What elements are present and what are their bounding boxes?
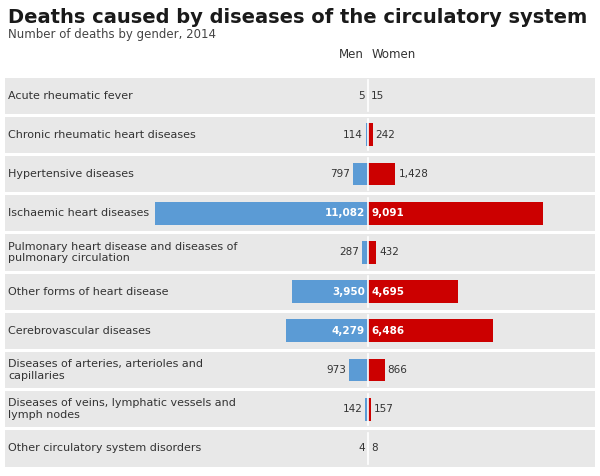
Bar bbox=[5, 430, 595, 466]
Bar bbox=[368, 241, 376, 264]
Text: 973: 973 bbox=[326, 365, 346, 375]
Bar bbox=[5, 78, 595, 114]
Bar bbox=[5, 313, 595, 349]
Text: Diseases of veins, lymphatic vessels and
lymph nodes: Diseases of veins, lymphatic vessels and… bbox=[8, 398, 236, 420]
Bar bbox=[5, 274, 595, 310]
Bar bbox=[286, 319, 368, 342]
Text: Cerebrovascular diseases: Cerebrovascular diseases bbox=[8, 326, 151, 336]
Bar bbox=[5, 391, 595, 427]
Text: 6,486: 6,486 bbox=[371, 326, 404, 336]
Text: Hypertensive diseases: Hypertensive diseases bbox=[8, 169, 134, 179]
Bar bbox=[353, 163, 368, 185]
Text: 4: 4 bbox=[358, 444, 365, 454]
Text: 4,279: 4,279 bbox=[332, 326, 365, 336]
Bar bbox=[368, 123, 373, 146]
Text: 114: 114 bbox=[343, 130, 363, 140]
Bar bbox=[5, 352, 595, 388]
Text: 9,091: 9,091 bbox=[371, 208, 404, 218]
Text: 797: 797 bbox=[330, 169, 350, 179]
Bar bbox=[368, 358, 385, 381]
Bar bbox=[368, 319, 493, 342]
Bar bbox=[368, 280, 458, 303]
Text: 8: 8 bbox=[371, 444, 378, 454]
Text: 11,082: 11,082 bbox=[325, 208, 365, 218]
Bar bbox=[368, 398, 371, 421]
Text: 866: 866 bbox=[388, 365, 407, 375]
Text: 1,428: 1,428 bbox=[398, 169, 428, 179]
Text: 157: 157 bbox=[374, 404, 394, 414]
Text: 432: 432 bbox=[379, 248, 399, 258]
Text: Deaths caused by diseases of the circulatory system: Deaths caused by diseases of the circula… bbox=[8, 8, 587, 27]
Text: Women: Women bbox=[372, 48, 416, 61]
Bar bbox=[5, 234, 595, 270]
Bar bbox=[155, 202, 368, 225]
Text: Number of deaths by gender, 2014: Number of deaths by gender, 2014 bbox=[8, 28, 216, 41]
Text: Other forms of heart disease: Other forms of heart disease bbox=[8, 287, 169, 297]
Bar bbox=[5, 195, 595, 231]
Text: Men: Men bbox=[339, 48, 364, 61]
Bar bbox=[5, 117, 595, 153]
Bar bbox=[349, 358, 368, 381]
Text: 4,695: 4,695 bbox=[371, 287, 404, 297]
Text: 15: 15 bbox=[371, 90, 385, 100]
Text: 287: 287 bbox=[340, 248, 359, 258]
Bar bbox=[292, 280, 368, 303]
Text: Ischaemic heart diseases: Ischaemic heart diseases bbox=[8, 208, 149, 218]
Bar bbox=[362, 241, 368, 264]
Text: 242: 242 bbox=[376, 130, 395, 140]
Bar bbox=[368, 163, 395, 185]
Text: Other circulatory system disorders: Other circulatory system disorders bbox=[8, 444, 201, 454]
Bar bbox=[366, 123, 368, 146]
Bar bbox=[5, 156, 595, 192]
Text: 3,950: 3,950 bbox=[332, 287, 365, 297]
Text: 142: 142 bbox=[343, 404, 362, 414]
Text: Acute rheumatic fever: Acute rheumatic fever bbox=[8, 90, 133, 100]
Text: Pulmonary heart disease and diseases of
pulmonary circulation: Pulmonary heart disease and diseases of … bbox=[8, 242, 238, 263]
Text: Chronic rheumatic heart diseases: Chronic rheumatic heart diseases bbox=[8, 130, 196, 140]
Text: 5: 5 bbox=[358, 90, 365, 100]
Bar bbox=[368, 202, 543, 225]
Text: Diseases of arteries, arterioles and
capillaries: Diseases of arteries, arterioles and cap… bbox=[8, 359, 203, 381]
Bar bbox=[365, 398, 368, 421]
